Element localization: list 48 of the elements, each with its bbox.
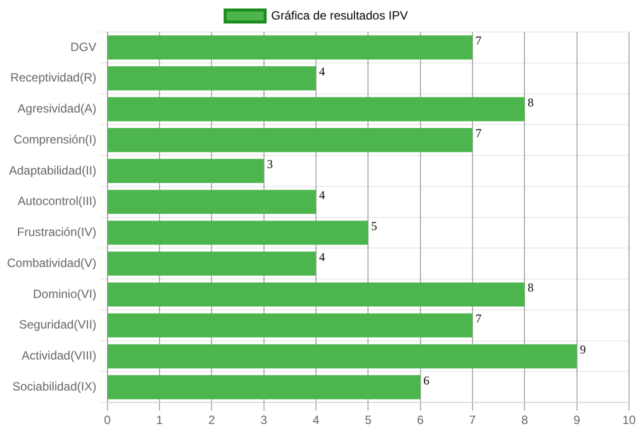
data-label: 4 <box>319 188 326 202</box>
data-label: 9 <box>580 342 586 356</box>
x-tick-label: 3 <box>260 413 268 428</box>
data-label: 7 <box>476 34 482 48</box>
data-label: 6 <box>423 373 430 388</box>
y-tick-label: Autocontrol(III) <box>18 194 96 208</box>
y-tick-label: Combatividad(V) <box>6 256 96 270</box>
bar <box>108 313 473 338</box>
data-label: 5 <box>371 218 378 233</box>
bar <box>108 158 264 184</box>
x-tick-label: 10 <box>622 413 636 428</box>
x-tick-label: 8 <box>521 413 528 428</box>
bar <box>108 375 420 400</box>
x-tick-label: 7 <box>469 413 476 428</box>
y-tick-label: Frustración(IV) <box>17 225 96 240</box>
legend-label: Gráfica de resultados IPV <box>271 8 408 22</box>
data-label: 4 <box>319 64 326 78</box>
y-tick-label: Agresividad(A) <box>18 102 96 116</box>
bar <box>108 282 525 307</box>
x-tick-label: 4 <box>312 413 320 428</box>
y-tick-label: Seguridad(VII) <box>18 318 96 332</box>
bar <box>108 252 316 276</box>
bar <box>108 97 525 122</box>
data-label: 7 <box>476 312 482 326</box>
y-tick-label: Actividad(VIII) <box>22 348 96 363</box>
y-tick-label: Sociabilidad(IX) <box>12 379 96 394</box>
bar <box>108 344 577 368</box>
data-label: 3 <box>266 157 273 172</box>
data-label: 8 <box>528 95 534 110</box>
bar <box>108 66 316 90</box>
x-tick-label: 9 <box>573 413 580 428</box>
y-tick-label: Receptividad(R) <box>10 70 96 85</box>
y-tick-label: Dominio(VI) <box>33 286 96 301</box>
x-tick-label: 2 <box>208 413 216 428</box>
y-tick-label: Adaptabilidad(II) <box>8 163 96 178</box>
x-tick-label: 6 <box>417 413 424 428</box>
data-label: 4 <box>319 250 326 264</box>
bar <box>108 35 473 60</box>
bar <box>108 190 316 214</box>
x-tick-label: 1 <box>156 413 164 428</box>
data-label: 7 <box>476 126 482 140</box>
y-tick-label: Comprensión(I) <box>14 132 96 146</box>
y-tick-label: DGV <box>70 40 96 54</box>
x-tick-label: 5 <box>364 413 372 428</box>
bar <box>108 128 473 152</box>
data-label: 8 <box>528 280 534 295</box>
x-tick-label: 0 <box>104 413 112 428</box>
bar <box>108 220 368 245</box>
